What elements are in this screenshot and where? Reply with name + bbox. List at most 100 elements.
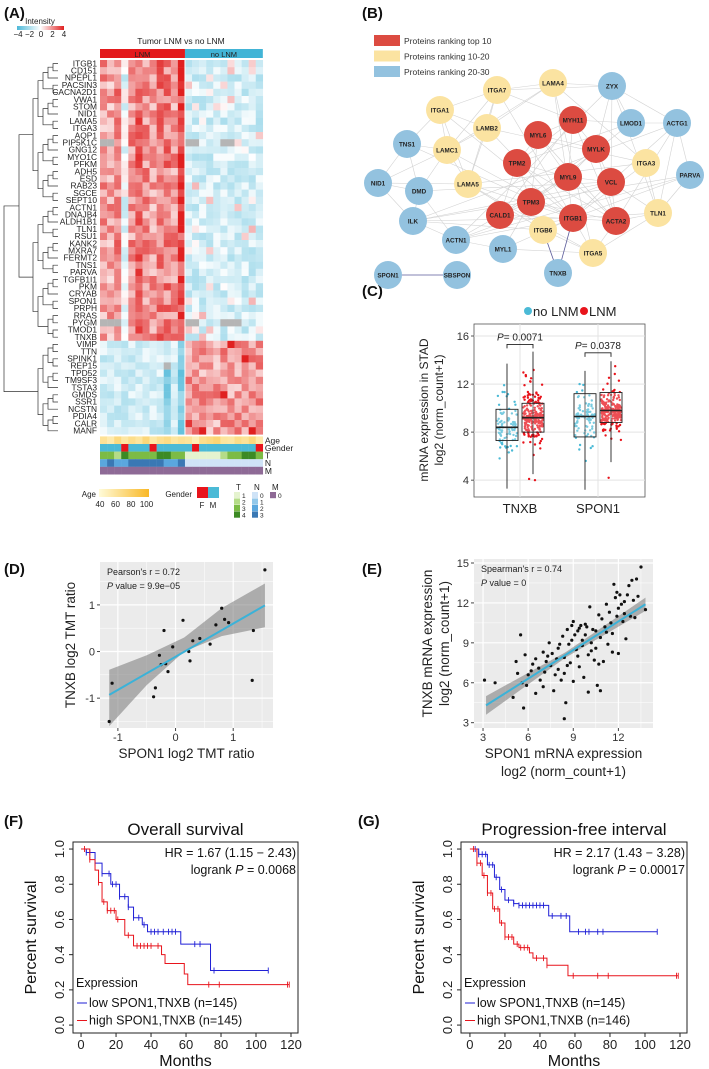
heatmap-cell xyxy=(128,240,136,248)
heatmap-cell xyxy=(241,340,249,349)
heatmap-cell xyxy=(220,326,228,334)
data-point xyxy=(171,645,175,649)
jitter-point xyxy=(540,437,544,441)
gene-label: DNAJB4 xyxy=(65,210,97,220)
dendrogram-branch xyxy=(52,344,58,352)
heatmap-cell xyxy=(192,211,200,219)
heatmap-cell xyxy=(206,247,214,255)
heatmap-cell xyxy=(192,276,200,284)
jitter-point xyxy=(533,408,536,412)
data-point xyxy=(576,654,580,658)
data-point xyxy=(556,667,560,672)
heatmap-cell xyxy=(163,67,171,75)
heatmap-cell xyxy=(213,189,221,197)
heatmap-cell xyxy=(220,225,228,233)
annotation-cell-M xyxy=(206,466,214,475)
annotation-label: Age xyxy=(265,435,280,445)
heatmap-cell xyxy=(248,96,256,104)
heatmap-cell xyxy=(142,117,150,125)
heatmap-cell xyxy=(192,376,200,385)
heatmap-cell xyxy=(149,232,157,241)
heatmap-cell xyxy=(163,391,171,399)
heatmap-cell xyxy=(192,189,200,197)
y-tick-label: 9 xyxy=(463,638,469,650)
y-tick-label: -1 xyxy=(85,693,95,705)
network-node-myl1 xyxy=(489,235,517,263)
heatmap-cell xyxy=(177,232,186,241)
y-tick-label: 1.0 xyxy=(440,840,455,858)
heatmap-cell xyxy=(114,355,122,363)
heatmap-cell xyxy=(248,81,256,89)
hazard-ratio: HR = 1.67 (1.15 − 2.43) xyxy=(165,846,296,860)
heatmap-cell xyxy=(128,153,136,161)
annotation-cell-gender xyxy=(213,444,221,452)
heatmap-cell xyxy=(100,405,108,413)
annotation-cell-gender xyxy=(241,444,249,452)
jitter-point xyxy=(514,403,517,406)
jitter-point xyxy=(592,421,595,424)
heatmap-cell xyxy=(206,362,214,370)
gene-label: CACNA2D1 xyxy=(52,87,97,97)
y-axis-label: log2 (norm_count+1) xyxy=(437,581,452,706)
heatmap-cell xyxy=(156,355,164,363)
heatmap-cell xyxy=(128,268,136,277)
heatmap-cell xyxy=(248,326,256,334)
heatmap-cell xyxy=(100,398,108,406)
jitter-point xyxy=(513,438,517,441)
heatmap-cell xyxy=(184,398,193,406)
heatmap-cell xyxy=(142,139,150,147)
jitter-point xyxy=(523,398,526,401)
heatmap-cell xyxy=(135,355,143,363)
heatmap-cell xyxy=(156,81,164,89)
heatmap-cell xyxy=(156,391,164,399)
heatmap-cell xyxy=(213,124,221,133)
heatmap-cell xyxy=(227,391,235,399)
gene-label: VWA1 xyxy=(74,94,98,104)
dendrogram-branch xyxy=(32,242,38,312)
heatmap-cell xyxy=(213,74,221,82)
heatmap-cell xyxy=(234,139,242,147)
x-tick-label: 1 xyxy=(230,732,236,744)
heatmap-cell xyxy=(107,369,115,377)
heatmap-cell xyxy=(199,326,207,334)
heatmap-cell xyxy=(234,110,242,118)
heatmap-cell xyxy=(149,405,157,413)
network-edge xyxy=(657,122,678,214)
jitter-point xyxy=(536,412,539,415)
heatmap-cell xyxy=(156,160,164,169)
heatmap-cell xyxy=(177,312,186,320)
heatmap-cell xyxy=(100,333,108,341)
jitter-point xyxy=(529,399,533,403)
annotation-cell-age xyxy=(114,436,122,445)
heatmap-cell xyxy=(248,67,256,75)
jitter-point xyxy=(499,434,503,437)
heatmap-cell xyxy=(255,268,264,277)
legend-level-T: 4 xyxy=(242,513,246,520)
jitter-point xyxy=(589,446,592,450)
heatmap-cell xyxy=(114,290,122,298)
heatmap-cell xyxy=(248,304,256,313)
heatmap-cell xyxy=(107,88,115,97)
y-tick-label: 0.6 xyxy=(52,910,67,928)
heatmap-cell xyxy=(163,225,171,233)
annotation-cell-M xyxy=(128,466,136,475)
heatmap-cell xyxy=(107,211,115,219)
heatmap-cell xyxy=(156,211,164,219)
gene-label: PYGM xyxy=(72,318,97,328)
dendrogram-branch xyxy=(42,354,48,383)
heatmap-cell xyxy=(220,139,228,147)
heatmap-cell xyxy=(199,340,207,349)
network-node-spon1 xyxy=(374,261,402,289)
heatmap-cell xyxy=(107,175,115,183)
heatmap-cell xyxy=(128,218,136,226)
jitter-point xyxy=(526,390,530,394)
heatmap-cell xyxy=(220,405,228,413)
heatmap-cell xyxy=(184,232,193,241)
jitter-point xyxy=(602,388,605,391)
jitter-point xyxy=(533,443,537,446)
heatmap-cell xyxy=(121,74,129,82)
heatmap-cell xyxy=(248,196,256,205)
network-node-tns1 xyxy=(393,130,421,158)
